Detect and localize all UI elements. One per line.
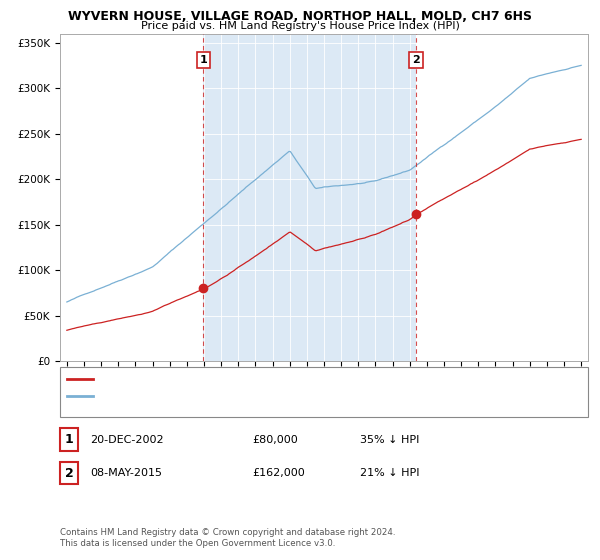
Text: Price paid vs. HM Land Registry's House Price Index (HPI): Price paid vs. HM Land Registry's House …	[140, 21, 460, 31]
Text: 1: 1	[200, 55, 208, 65]
Text: 35% ↓ HPI: 35% ↓ HPI	[360, 435, 419, 445]
Text: £162,000: £162,000	[252, 468, 305, 478]
Text: £80,000: £80,000	[252, 435, 298, 445]
Text: WYVERN HOUSE, VILLAGE ROAD, NORTHOP HALL, MOLD, CH7 6HS (detached house): WYVERN HOUSE, VILLAGE ROAD, NORTHOP HALL…	[97, 374, 512, 384]
Text: HPI: Average price, detached house, Flintshire: HPI: Average price, detached house, Flin…	[97, 391, 323, 401]
Text: 08-MAY-2015: 08-MAY-2015	[90, 468, 162, 478]
Text: 2: 2	[65, 466, 73, 480]
Bar	[203, 34, 416, 361]
Text: WYVERN HOUSE, VILLAGE ROAD, NORTHOP HALL, MOLD, CH7 6HS: WYVERN HOUSE, VILLAGE ROAD, NORTHOP HALL…	[68, 10, 532, 23]
Text: 20-DEC-2002: 20-DEC-2002	[90, 435, 164, 445]
Text: 2: 2	[412, 55, 420, 65]
Text: Contains HM Land Registry data © Crown copyright and database right 2024.
This d: Contains HM Land Registry data © Crown c…	[60, 528, 395, 548]
Text: 1: 1	[65, 433, 73, 446]
Text: 21% ↓ HPI: 21% ↓ HPI	[360, 468, 419, 478]
